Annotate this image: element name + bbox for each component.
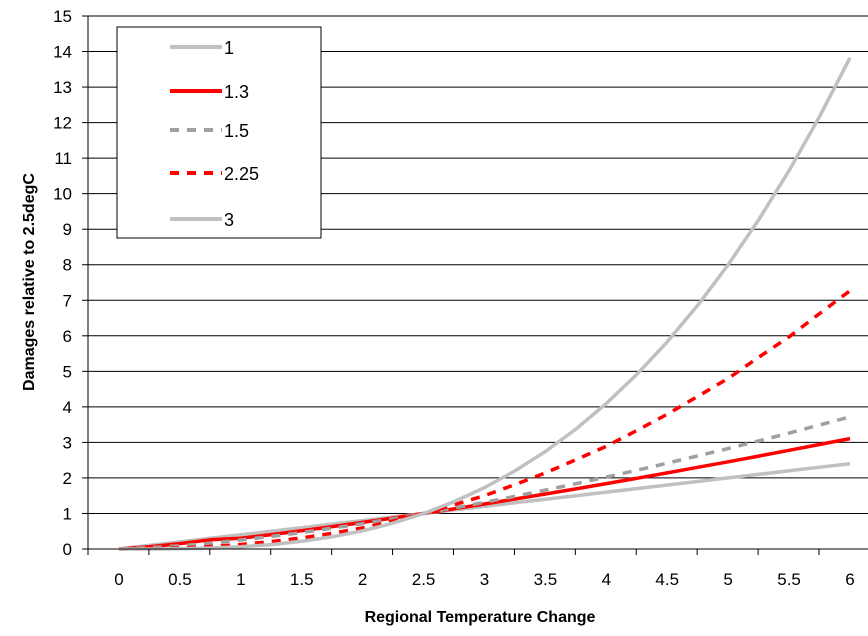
y-tick-label: 13 bbox=[53, 78, 72, 97]
x-tick-label: 4.5 bbox=[655, 570, 679, 589]
legend-label-3: 3 bbox=[224, 210, 234, 230]
y-axis-title: Damages relative to 2.5degC bbox=[21, 173, 38, 391]
y-tick-label: 3 bbox=[63, 433, 72, 452]
y-tick-label: 7 bbox=[63, 291, 72, 310]
x-axis-tick-labels: 0 0.5 1 1.5 2 2.5 3 3.5 4 4.5 5 5.5 6 bbox=[114, 570, 854, 589]
axes bbox=[82, 15, 868, 555]
y-tick-label: 8 bbox=[63, 256, 72, 275]
legend-label-1-3: 1.3 bbox=[224, 82, 249, 102]
x-tick-label: 1 bbox=[236, 570, 245, 589]
legend-box bbox=[116, 26, 322, 239]
x-tick-label: 3.5 bbox=[534, 570, 558, 589]
y-tick-label: 14 bbox=[53, 43, 72, 62]
x-tick-label: 6 bbox=[845, 570, 854, 589]
x-tick-label: 2.5 bbox=[412, 570, 436, 589]
y-tick-label: 6 bbox=[63, 327, 72, 346]
y-tick-label: 4 bbox=[63, 398, 72, 417]
series-line-1-3 bbox=[118, 436, 851, 551]
series-line-3 bbox=[119, 56, 852, 551]
series-line-1-5 bbox=[118, 415, 851, 551]
x-tick-label: 4 bbox=[602, 570, 611, 589]
y-tick-label: 0 bbox=[63, 540, 72, 559]
x-tick-label: 3 bbox=[480, 570, 489, 589]
x-tick-label: 5 bbox=[723, 570, 732, 589]
x-tick-label: 1.5 bbox=[290, 570, 314, 589]
x-tick-label: 5.5 bbox=[777, 570, 801, 589]
legend-label-2-25: 2.25 bbox=[224, 164, 259, 184]
y-tick-label: 9 bbox=[63, 220, 72, 239]
legend-label-1: 1 bbox=[224, 38, 234, 58]
series-lines bbox=[118, 56, 852, 551]
y-tick-label: 10 bbox=[53, 185, 72, 204]
x-tick-label: 2 bbox=[358, 570, 367, 589]
y-tick-label: 1 bbox=[63, 504, 72, 523]
y-tick-label: 2 bbox=[63, 469, 72, 488]
x-tick-label: 0.5 bbox=[168, 570, 192, 589]
y-tick-label: 12 bbox=[53, 114, 72, 133]
y-tick-label: 11 bbox=[54, 149, 72, 168]
y-tick-label: 15 bbox=[53, 7, 72, 26]
series-line-2-25 bbox=[118, 289, 852, 551]
legend-label-1-5: 1.5 bbox=[224, 121, 249, 141]
legend: 1 1.3 1.5 2.25 3 bbox=[116, 26, 322, 239]
y-tick-label: 5 bbox=[63, 362, 72, 381]
x-axis-title: Regional Temperature Change bbox=[365, 609, 596, 626]
series-line-1 bbox=[118, 461, 851, 551]
x-tick-label: 0 bbox=[114, 570, 123, 589]
